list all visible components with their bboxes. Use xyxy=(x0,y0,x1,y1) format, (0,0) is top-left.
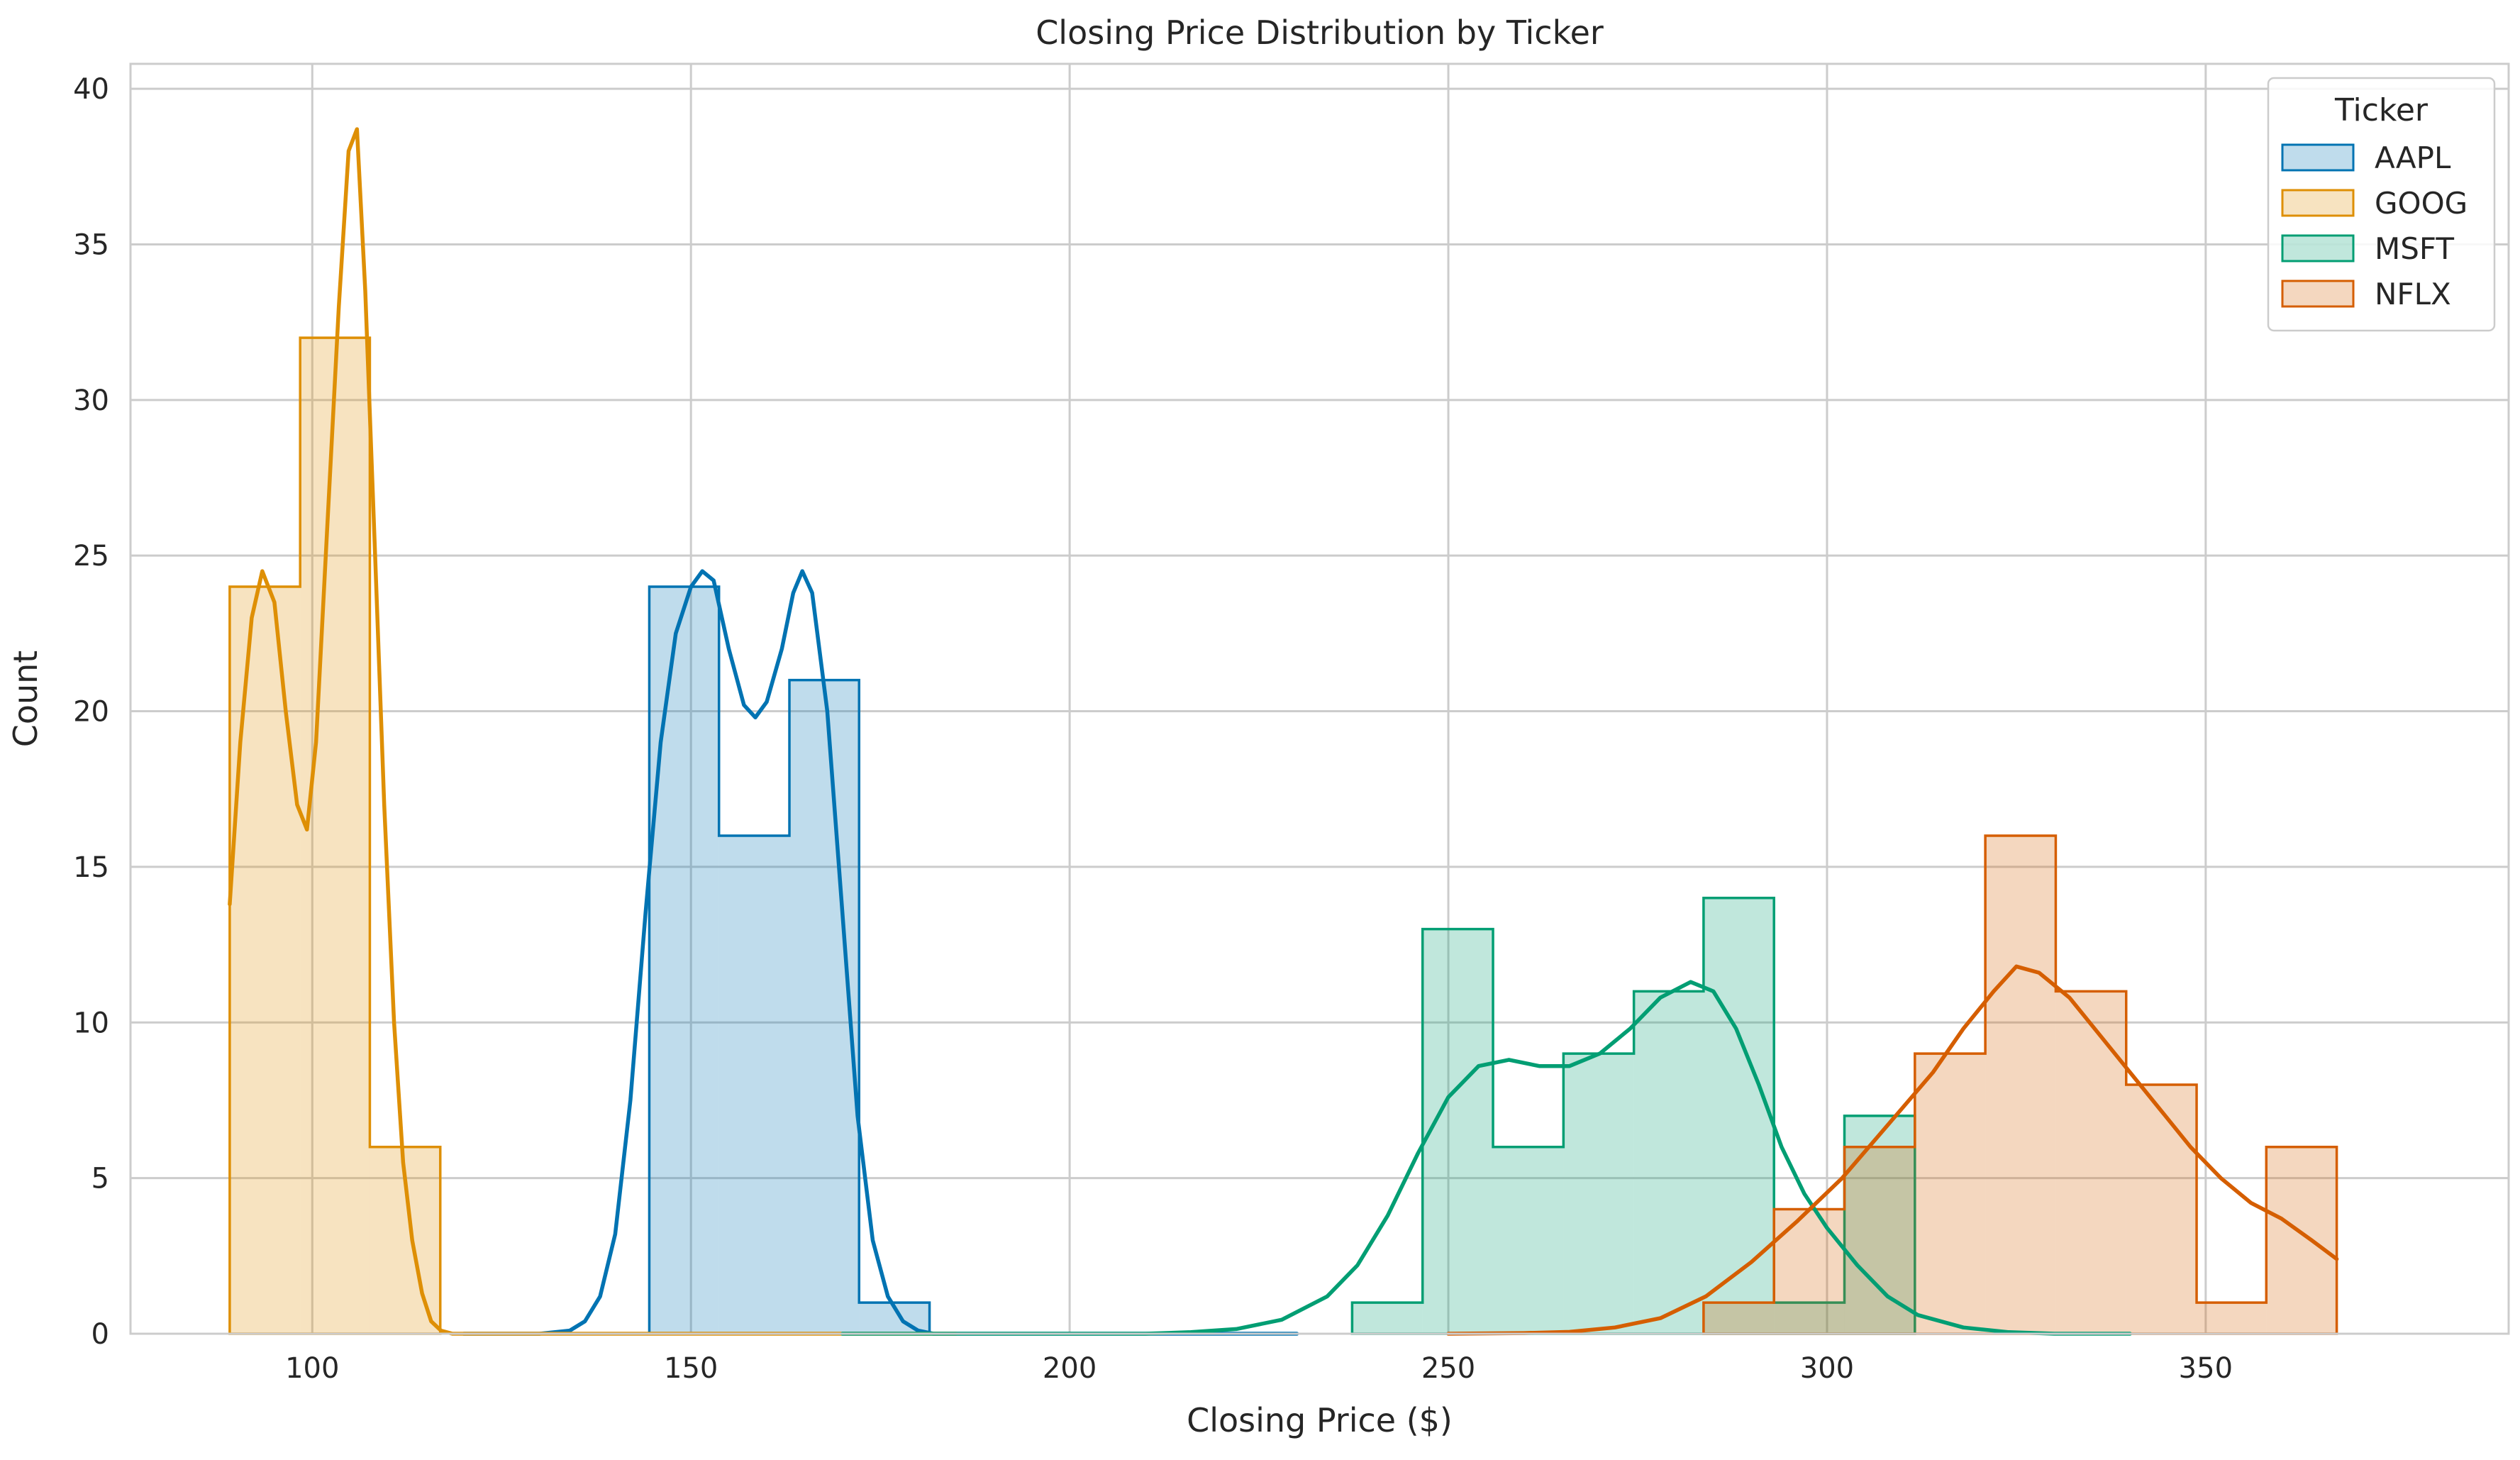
legend-swatch-msft xyxy=(2281,234,2355,262)
histogram-bar-nflx xyxy=(1774,1209,1845,1334)
histogram-bar-msft xyxy=(1774,1303,1845,1334)
y-tick-label: 30 xyxy=(73,385,109,417)
histogram-bar-nflx xyxy=(1844,1146,1915,1334)
legend-label-goog: GOOG xyxy=(2375,186,2468,221)
legend-swatch-nflx xyxy=(2281,280,2355,308)
y-tick-label: 25 xyxy=(73,540,109,573)
legend-swatch-goog xyxy=(2281,189,2355,217)
x-tick-label: 300 xyxy=(1800,1352,1854,1385)
kde-line-msft xyxy=(840,980,2132,1336)
x-axis-label: Closing Price ($) xyxy=(1187,1401,1453,1439)
legend: Ticker AAPL GOOG MSFT NFLX xyxy=(2267,77,2496,332)
histogram-bar-aapl xyxy=(649,587,719,1334)
histogram-bar-nflx xyxy=(1914,1053,1986,1334)
histogram-bar-msft xyxy=(1633,991,1704,1334)
legend-title: Ticker xyxy=(2334,92,2429,128)
y-tick-label: 40 xyxy=(73,73,109,106)
x-tick-label: 200 xyxy=(1043,1352,1097,1385)
series-bars-goog xyxy=(228,336,442,1335)
legend-label-msft: MSFT xyxy=(2375,231,2454,266)
histogram-bar-nflx xyxy=(1985,836,2056,1334)
legend-swatch-aapl xyxy=(2281,143,2355,172)
histogram-bar-msft xyxy=(1352,1303,1423,1334)
y-tick-label: 10 xyxy=(73,1007,109,1039)
histogram-bar-aapl xyxy=(718,836,790,1334)
histogram-bar-msft xyxy=(1563,1053,1634,1334)
kde-line-nflx xyxy=(1446,964,2339,1336)
y-tick-label: 35 xyxy=(73,228,109,261)
histogram-bars-layer xyxy=(228,336,2338,1335)
plot-frame xyxy=(129,62,2510,1335)
histogram-bar-nflx xyxy=(2126,1085,2197,1334)
histogram-bar-msft xyxy=(1422,929,1494,1334)
histogram-outline-msft xyxy=(1350,897,1916,1335)
histogram-bar-nflx xyxy=(1703,1303,1775,1334)
histogram-bar-nflx xyxy=(2266,1146,2337,1334)
y-axis-label: Count xyxy=(6,651,45,748)
legend-box xyxy=(2267,77,2496,332)
histogram-bar-goog xyxy=(229,587,301,1334)
series-bars-nflx xyxy=(1702,834,2338,1335)
legend-label-nflx: NFLX xyxy=(2375,277,2451,311)
x-tick-label: 350 xyxy=(2179,1352,2233,1385)
legend-label-aapl: AAPL xyxy=(2375,140,2451,175)
histogram-bar-msft xyxy=(1493,1146,1564,1334)
histogram-outline-goog xyxy=(228,336,442,1335)
histogram-bar-nflx xyxy=(2055,991,2126,1334)
x-tick-label: 150 xyxy=(664,1352,718,1385)
grid-layer xyxy=(131,64,2509,1335)
y-tick-label: 20 xyxy=(73,696,109,729)
histogram-bar-goog xyxy=(300,338,370,1334)
histogram-outline-aapl xyxy=(648,585,931,1335)
series-bars-msft xyxy=(1350,897,1916,1335)
x-tick-label: 250 xyxy=(1421,1352,1475,1385)
y-tick-label: 5 xyxy=(91,1163,109,1195)
histogram-bar-msft xyxy=(1844,1115,1915,1334)
tick-labels-layer: 100 150 200 250 300 350 0 5 10 15 20 25 30 35 40 xyxy=(73,73,2233,1385)
histogram-bar-nflx xyxy=(2197,1303,2267,1334)
histogram-bar-msft xyxy=(1703,897,1775,1334)
histogram-outline-nflx xyxy=(1702,834,2338,1335)
y-tick-label: 15 xyxy=(73,851,109,884)
chart-title: Closing Price Distribution by Ticker xyxy=(1036,13,1604,52)
x-tick-label: 100 xyxy=(285,1352,339,1385)
legend-items: AAPL GOOG MSFT NFLX xyxy=(2281,140,2468,311)
y-tick-label: 0 xyxy=(91,1318,109,1351)
